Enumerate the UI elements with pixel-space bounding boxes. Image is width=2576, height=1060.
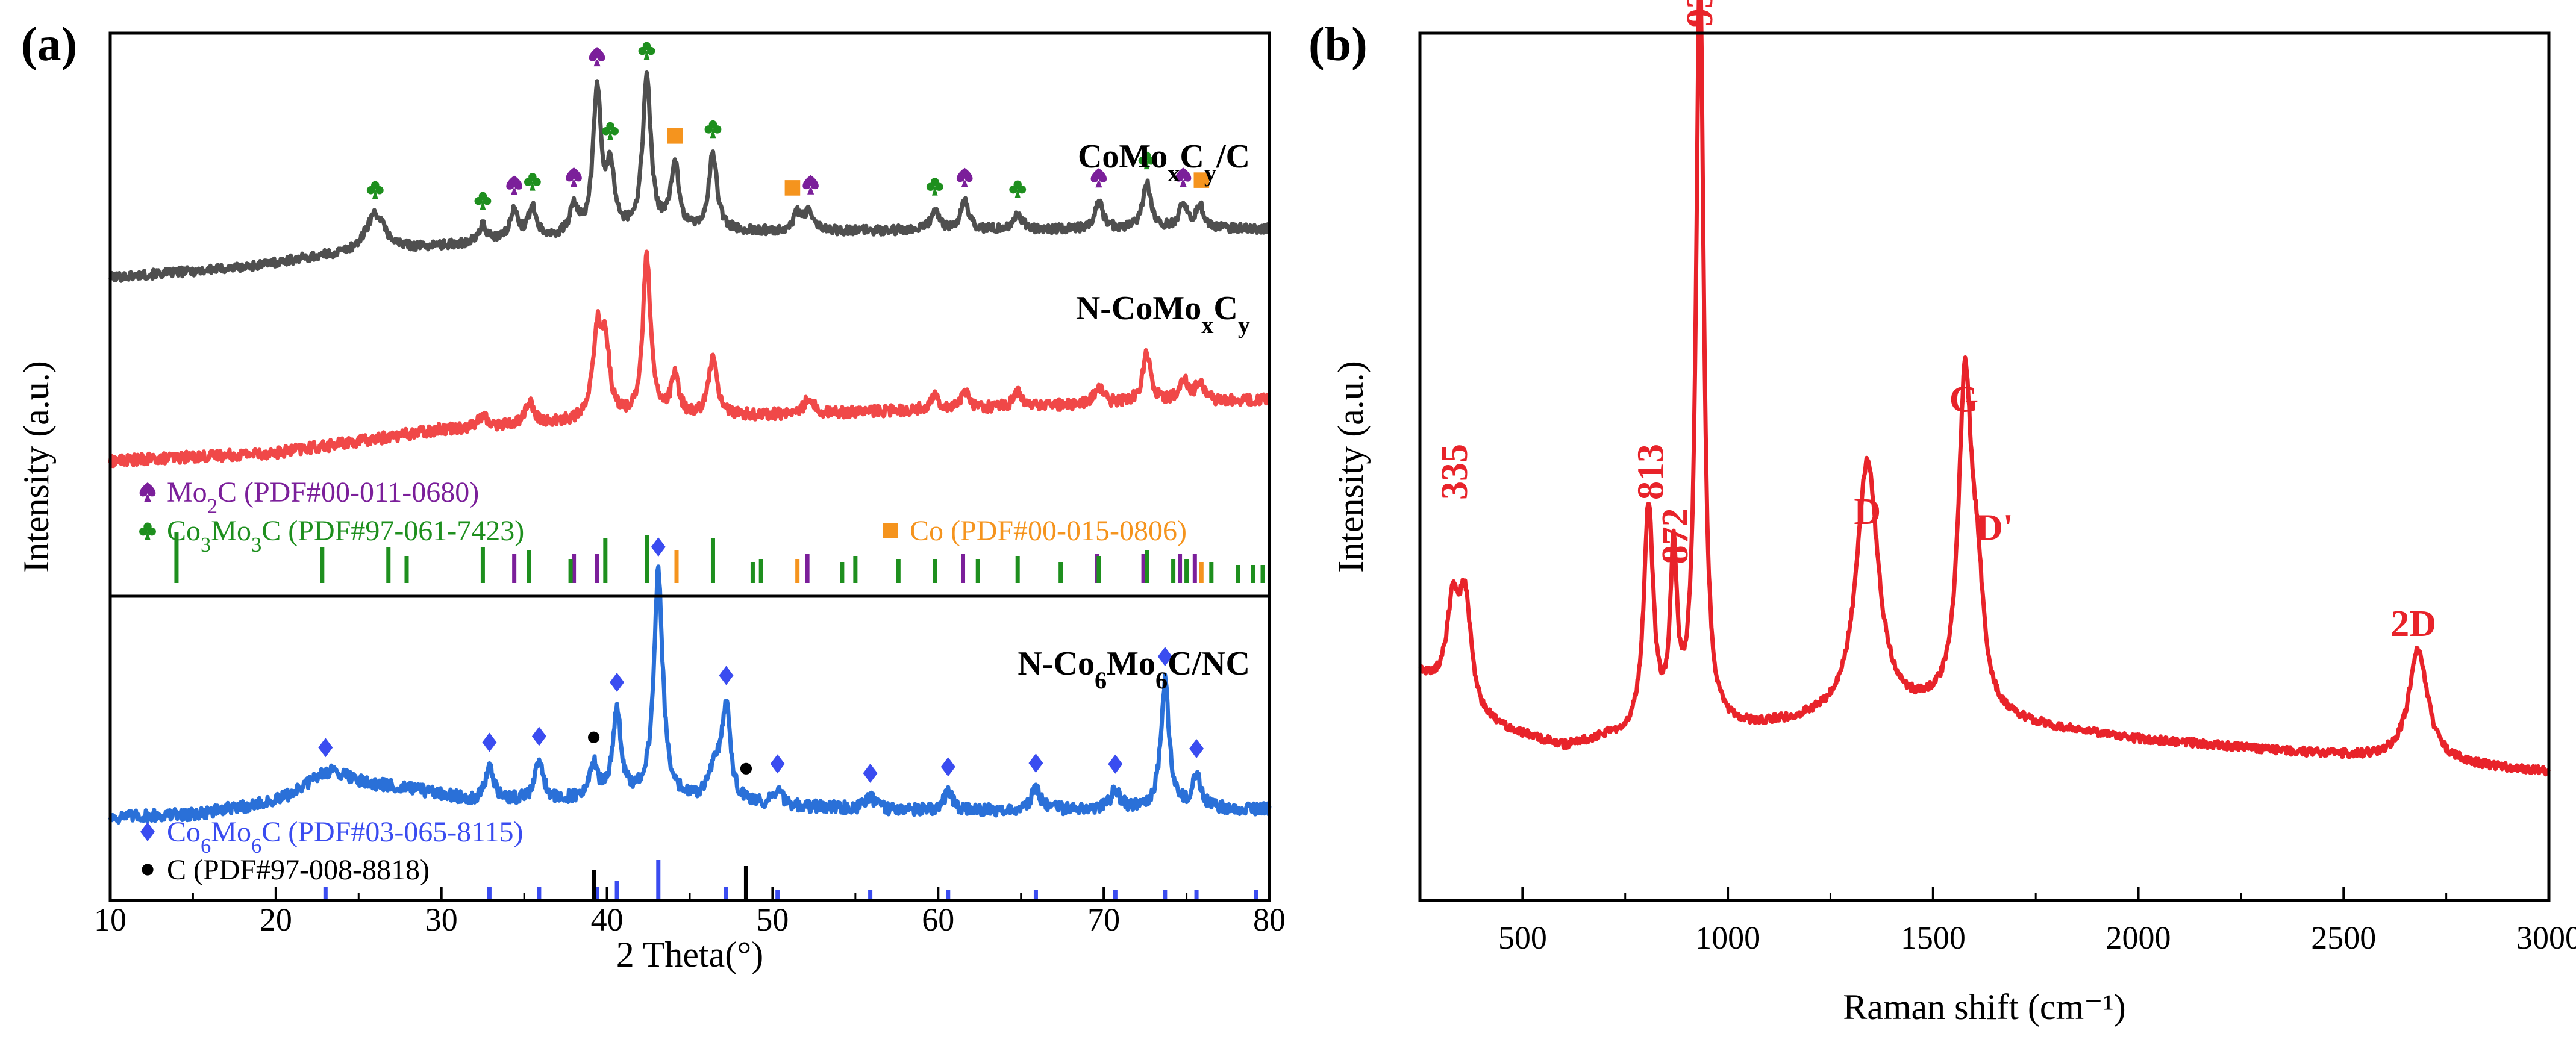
- legend-marker-square: [883, 523, 898, 538]
- panel-a-label: (a): [21, 18, 77, 71]
- x-tick-label: 2500: [2311, 920, 2376, 956]
- xrd-sample-labels: CoMoxCy/C N-CoMoxCy N-Co6Mo6C/NC: [1018, 138, 1250, 694]
- peak-marker-club: [704, 120, 722, 139]
- raman-series-line: [1418, 0, 2551, 777]
- peak-marker-spade: [589, 47, 605, 67]
- peak-marker-square: [667, 128, 683, 144]
- legend-marker-club: [139, 522, 156, 540]
- peak-marker-spade: [1090, 168, 1107, 188]
- peak-marker-dot: [587, 731, 600, 743]
- raman-peak-label: D: [1854, 491, 1881, 532]
- x-tick-label: 70: [1087, 902, 1120, 938]
- x-tick-label: 500: [1498, 920, 1547, 956]
- raman-peak-label: 872: [1655, 508, 1696, 564]
- legend-marker-spade: [139, 482, 156, 502]
- panel-a-xrd: (a) Mo2C (PDF#00-011-0680)Co3Mo3C (PDF#9…: [16, 18, 1286, 974]
- x-tick-label: 10: [94, 902, 127, 938]
- raman-peak-label: 813: [1631, 444, 1672, 500]
- raman-peak-label: 932: [1680, 0, 1721, 27]
- sample-label-1: CoMoxCy/C: [1078, 138, 1250, 187]
- raman-series-group: [1418, 0, 2551, 777]
- x-tick-label: 1000: [1695, 920, 1760, 956]
- peak-marker-club: [524, 173, 541, 191]
- panel-a-y-axis-label: Intensity (a.u.): [16, 361, 56, 573]
- peak-marker-spade: [566, 167, 582, 187]
- x-tick-label: 2000: [2106, 920, 2171, 956]
- peak-markers-group: [318, 42, 1210, 783]
- x-tick-label: 80: [1253, 902, 1286, 938]
- legend-label: Co3Mo3C (PDF#97-061-7423): [167, 515, 524, 556]
- peak-marker-diamond: [1028, 753, 1043, 773]
- peak-marker-club: [1009, 180, 1027, 199]
- peak-marker-club: [1138, 151, 1155, 170]
- peak-marker-diamond: [770, 754, 785, 774]
- raman-peak-label: G: [1949, 379, 1978, 420]
- x-tick-label: 1500: [1901, 920, 1966, 956]
- peak-marker-diamond: [482, 732, 497, 752]
- xrd-legend: Mo2C (PDF#00-011-0680)Co3Mo3C (PDF#97-06…: [139, 476, 1187, 886]
- panel-b-frame: [1418, 31, 2551, 902]
- peak-marker-diamond: [651, 537, 666, 557]
- reference-sticks-group: [174, 532, 1265, 899]
- legend-label: Co6Mo6C (PDF#03-065-8115): [167, 816, 524, 858]
- panel-b-raman: (b) 335 813 872 932 D G D' 2D 500 1000 1500 2000 25…: [1308, 0, 2576, 1027]
- xrd-series-line-2: [108, 249, 1272, 469]
- panel-b-x-axis-label: Raman shift (cm⁻¹): [1843, 987, 2126, 1027]
- peak-marker-spade: [802, 175, 819, 195]
- peak-marker-club: [474, 192, 492, 210]
- peak-marker-club: [638, 42, 655, 60]
- peak-marker-spade: [956, 167, 973, 187]
- raman-peak-label: 335: [1434, 444, 1475, 500]
- peak-marker-diamond: [719, 666, 734, 685]
- peak-marker-spade: [506, 175, 522, 195]
- peak-marker-diamond: [863, 763, 878, 783]
- x-tick-label: 60: [922, 902, 954, 938]
- x-tick-label: 40: [591, 902, 624, 938]
- peak-marker-diamond: [940, 757, 955, 777]
- xrd-series-line-1: [108, 70, 1271, 283]
- panel-a-x-axis-label: 2 Theta(°): [616, 935, 763, 974]
- raman-peak-label: D': [1976, 508, 2013, 549]
- peak-marker-diamond: [1189, 738, 1204, 758]
- xrd-series-group: [108, 70, 1272, 825]
- panel-a-x-ticks: 10 20 30 40 50 60 70 80: [94, 887, 1286, 938]
- panel-b-y-axis-label: Intensity (a.u.): [1331, 361, 1371, 573]
- x-tick-label: 3000: [2516, 920, 2576, 956]
- peak-marker-diamond: [610, 672, 625, 692]
- sample-label-3: N-Co6Mo6C/NC: [1018, 645, 1250, 694]
- peak-marker-diamond: [318, 738, 333, 758]
- peak-marker-diamond: [1157, 647, 1172, 667]
- x-tick-label: 20: [260, 902, 292, 938]
- x-tick-label: 30: [425, 902, 458, 938]
- legend-marker-dot: [142, 864, 154, 876]
- legend-marker-diamond: [140, 822, 155, 841]
- legend-label: Mo2C (PDF#00-011-0680): [167, 476, 479, 518]
- peak-marker-square: [784, 180, 801, 196]
- peak-marker-club: [602, 122, 619, 140]
- peak-marker-club: [926, 178, 943, 196]
- raman-annotations: 335 813 872 932 D G D' 2D: [1434, 0, 2436, 644]
- peak-marker-diamond: [531, 726, 546, 746]
- panel-b-label: (b): [1308, 18, 1368, 71]
- panel-b-x-ticks: 500 1000 1500 2000 2500 3000: [1419, 887, 2576, 956]
- peak-marker-diamond: [1108, 754, 1123, 774]
- peak-marker-spade: [1175, 167, 1192, 187]
- peak-marker-club: [366, 181, 384, 199]
- x-tick-label: 50: [756, 902, 789, 938]
- legend-label: Co (PDF#00-015-0806): [910, 515, 1187, 547]
- peak-marker-dot: [740, 762, 752, 775]
- sample-label-2: N-CoMoxCy: [1076, 290, 1250, 338]
- raman-peak-label: 2D: [2390, 603, 2436, 644]
- xrd-series-line-3: [108, 564, 1272, 825]
- legend-label: C (PDF#97-008-8818): [167, 854, 430, 886]
- peak-marker-square: [1193, 172, 1210, 188]
